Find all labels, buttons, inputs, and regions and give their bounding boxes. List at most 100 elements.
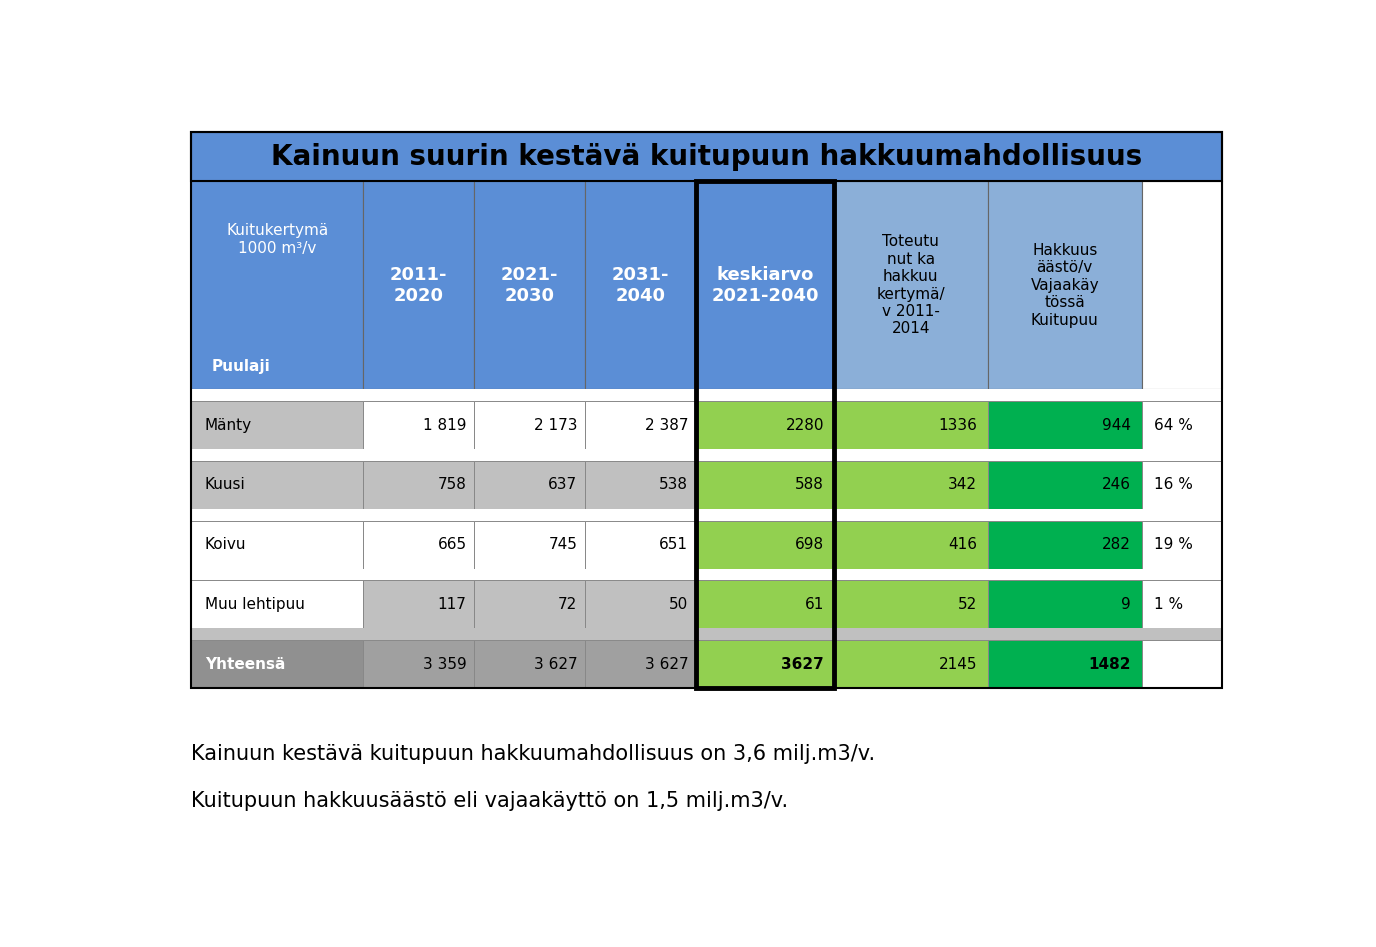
Bar (475, 581, 585, 629)
Bar (191, 568, 1222, 581)
Text: 19 %: 19 % (1154, 537, 1193, 552)
Bar (363, 461, 475, 509)
Bar (696, 182, 834, 389)
Bar (834, 640, 988, 688)
Bar (475, 461, 585, 509)
Text: 2031-
2040: 2031- 2040 (612, 266, 669, 305)
Bar (696, 461, 834, 509)
Text: 52: 52 (958, 597, 977, 612)
Text: Toteutu
nut ka
hakkuu
kertymä/
v 2011-
2014: Toteutu nut ka hakkuu kertymä/ v 2011- 2… (877, 234, 945, 336)
Bar (191, 389, 1222, 401)
Bar (191, 182, 363, 389)
Text: 651: 651 (659, 537, 688, 552)
Text: 665: 665 (438, 537, 466, 552)
Bar (191, 132, 1222, 688)
Bar (1142, 581, 1222, 629)
Bar (834, 581, 988, 629)
Text: 3627: 3627 (782, 656, 824, 671)
Bar (988, 640, 1142, 688)
Bar (191, 509, 1222, 521)
Bar (191, 401, 363, 449)
Text: 3 359: 3 359 (422, 656, 466, 671)
Bar (1142, 461, 1222, 509)
Text: 588: 588 (795, 477, 824, 492)
Bar (988, 401, 1142, 449)
Text: Yhteensä: Yhteensä (205, 656, 285, 671)
Bar (475, 521, 585, 568)
Text: 745: 745 (549, 537, 578, 552)
Text: Puulaji: Puulaji (212, 359, 271, 374)
Text: 2 173: 2 173 (534, 418, 578, 433)
Text: keskiarvo
2021-2040: keskiarvo 2021-2040 (711, 266, 819, 305)
Text: 2280: 2280 (786, 418, 824, 433)
Text: 3 627: 3 627 (534, 656, 578, 671)
Text: 538: 538 (659, 477, 688, 492)
Bar (191, 581, 363, 629)
Text: 2 387: 2 387 (645, 418, 688, 433)
Bar (475, 640, 585, 688)
Bar (191, 629, 1222, 640)
Text: 944: 944 (1102, 418, 1131, 433)
Text: Koivu: Koivu (205, 537, 246, 552)
Bar (585, 521, 696, 568)
Text: 72: 72 (559, 597, 578, 612)
Text: 9: 9 (1121, 597, 1131, 612)
Bar (363, 182, 475, 389)
Text: 416: 416 (948, 537, 977, 552)
Text: 3 627: 3 627 (644, 656, 688, 671)
Text: Kainuun suurin kestävä kuitupuun hakkuumahdollisuus: Kainuun suurin kestävä kuitupuun hakkuum… (271, 143, 1142, 170)
Bar (191, 132, 1222, 182)
Bar (1142, 182, 1222, 389)
Bar (696, 640, 834, 688)
Bar (191, 640, 363, 688)
Bar (585, 640, 696, 688)
Bar (1142, 521, 1222, 568)
Text: Mänty: Mänty (205, 418, 252, 433)
Text: 50: 50 (669, 597, 688, 612)
Text: 2145: 2145 (938, 656, 977, 671)
Bar (585, 461, 696, 509)
Text: 637: 637 (548, 477, 578, 492)
Bar (585, 401, 696, 449)
Bar (988, 581, 1142, 629)
Bar (696, 401, 834, 449)
Bar (475, 182, 585, 389)
Text: Hakkuus
äästö/v
Vajaakäy
tössä
Kuitupuu: Hakkuus äästö/v Vajaakäy tössä Kuitupuu (1031, 243, 1099, 328)
Bar (475, 401, 585, 449)
Text: 342: 342 (948, 477, 977, 492)
Bar (363, 401, 475, 449)
Text: 1336: 1336 (938, 418, 977, 433)
Bar (585, 581, 696, 629)
Text: 282: 282 (1102, 537, 1131, 552)
Bar (363, 640, 475, 688)
Bar (191, 521, 363, 568)
Text: Kuitupuun hakkuusäästö eli vajaakäyttö on 1,5 milj.m3/v.: Kuitupuun hakkuusäästö eli vajaakäyttö o… (191, 792, 788, 812)
Text: 61: 61 (805, 597, 824, 612)
Bar (834, 461, 988, 509)
Bar (1142, 640, 1222, 688)
Text: 246: 246 (1102, 477, 1131, 492)
Bar (988, 461, 1142, 509)
Bar (834, 182, 988, 389)
Bar (191, 461, 363, 509)
Bar (988, 182, 1142, 389)
Bar (834, 401, 988, 449)
Bar (988, 521, 1142, 568)
Text: 698: 698 (795, 537, 824, 552)
Text: 117: 117 (438, 597, 466, 612)
Text: 2021-
2030: 2021- 2030 (501, 266, 559, 305)
Bar (363, 581, 475, 629)
Text: 1 819: 1 819 (422, 418, 466, 433)
Text: Muu lehtipuu: Muu lehtipuu (205, 597, 305, 612)
Text: Kuusi: Kuusi (205, 477, 246, 492)
Text: 2011-
2020: 2011- 2020 (391, 266, 447, 305)
Bar (834, 521, 988, 568)
Bar (696, 182, 834, 688)
Bar (696, 581, 834, 629)
Text: 758: 758 (438, 477, 466, 492)
Bar (191, 449, 1222, 461)
Bar (363, 521, 475, 568)
Text: 1 %: 1 % (1154, 597, 1183, 612)
Text: Kuitukertymä
1000 m³/v: Kuitukertymä 1000 m³/v (226, 223, 329, 256)
Text: 64 %: 64 % (1154, 418, 1193, 433)
